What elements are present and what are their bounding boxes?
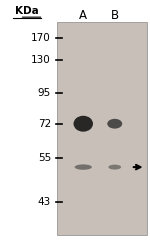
Text: 130: 130	[31, 55, 51, 65]
Text: 43: 43	[38, 197, 51, 207]
Text: B: B	[111, 9, 119, 23]
Ellipse shape	[75, 164, 92, 170]
Text: 170: 170	[31, 33, 51, 43]
Text: 55: 55	[38, 153, 51, 163]
Text: 95: 95	[38, 88, 51, 98]
Ellipse shape	[108, 165, 121, 170]
FancyBboxPatch shape	[57, 22, 147, 235]
Text: KDa: KDa	[15, 6, 39, 16]
Text: A: A	[79, 9, 87, 23]
Ellipse shape	[74, 116, 93, 132]
Ellipse shape	[107, 119, 122, 129]
Text: 72: 72	[38, 119, 51, 129]
